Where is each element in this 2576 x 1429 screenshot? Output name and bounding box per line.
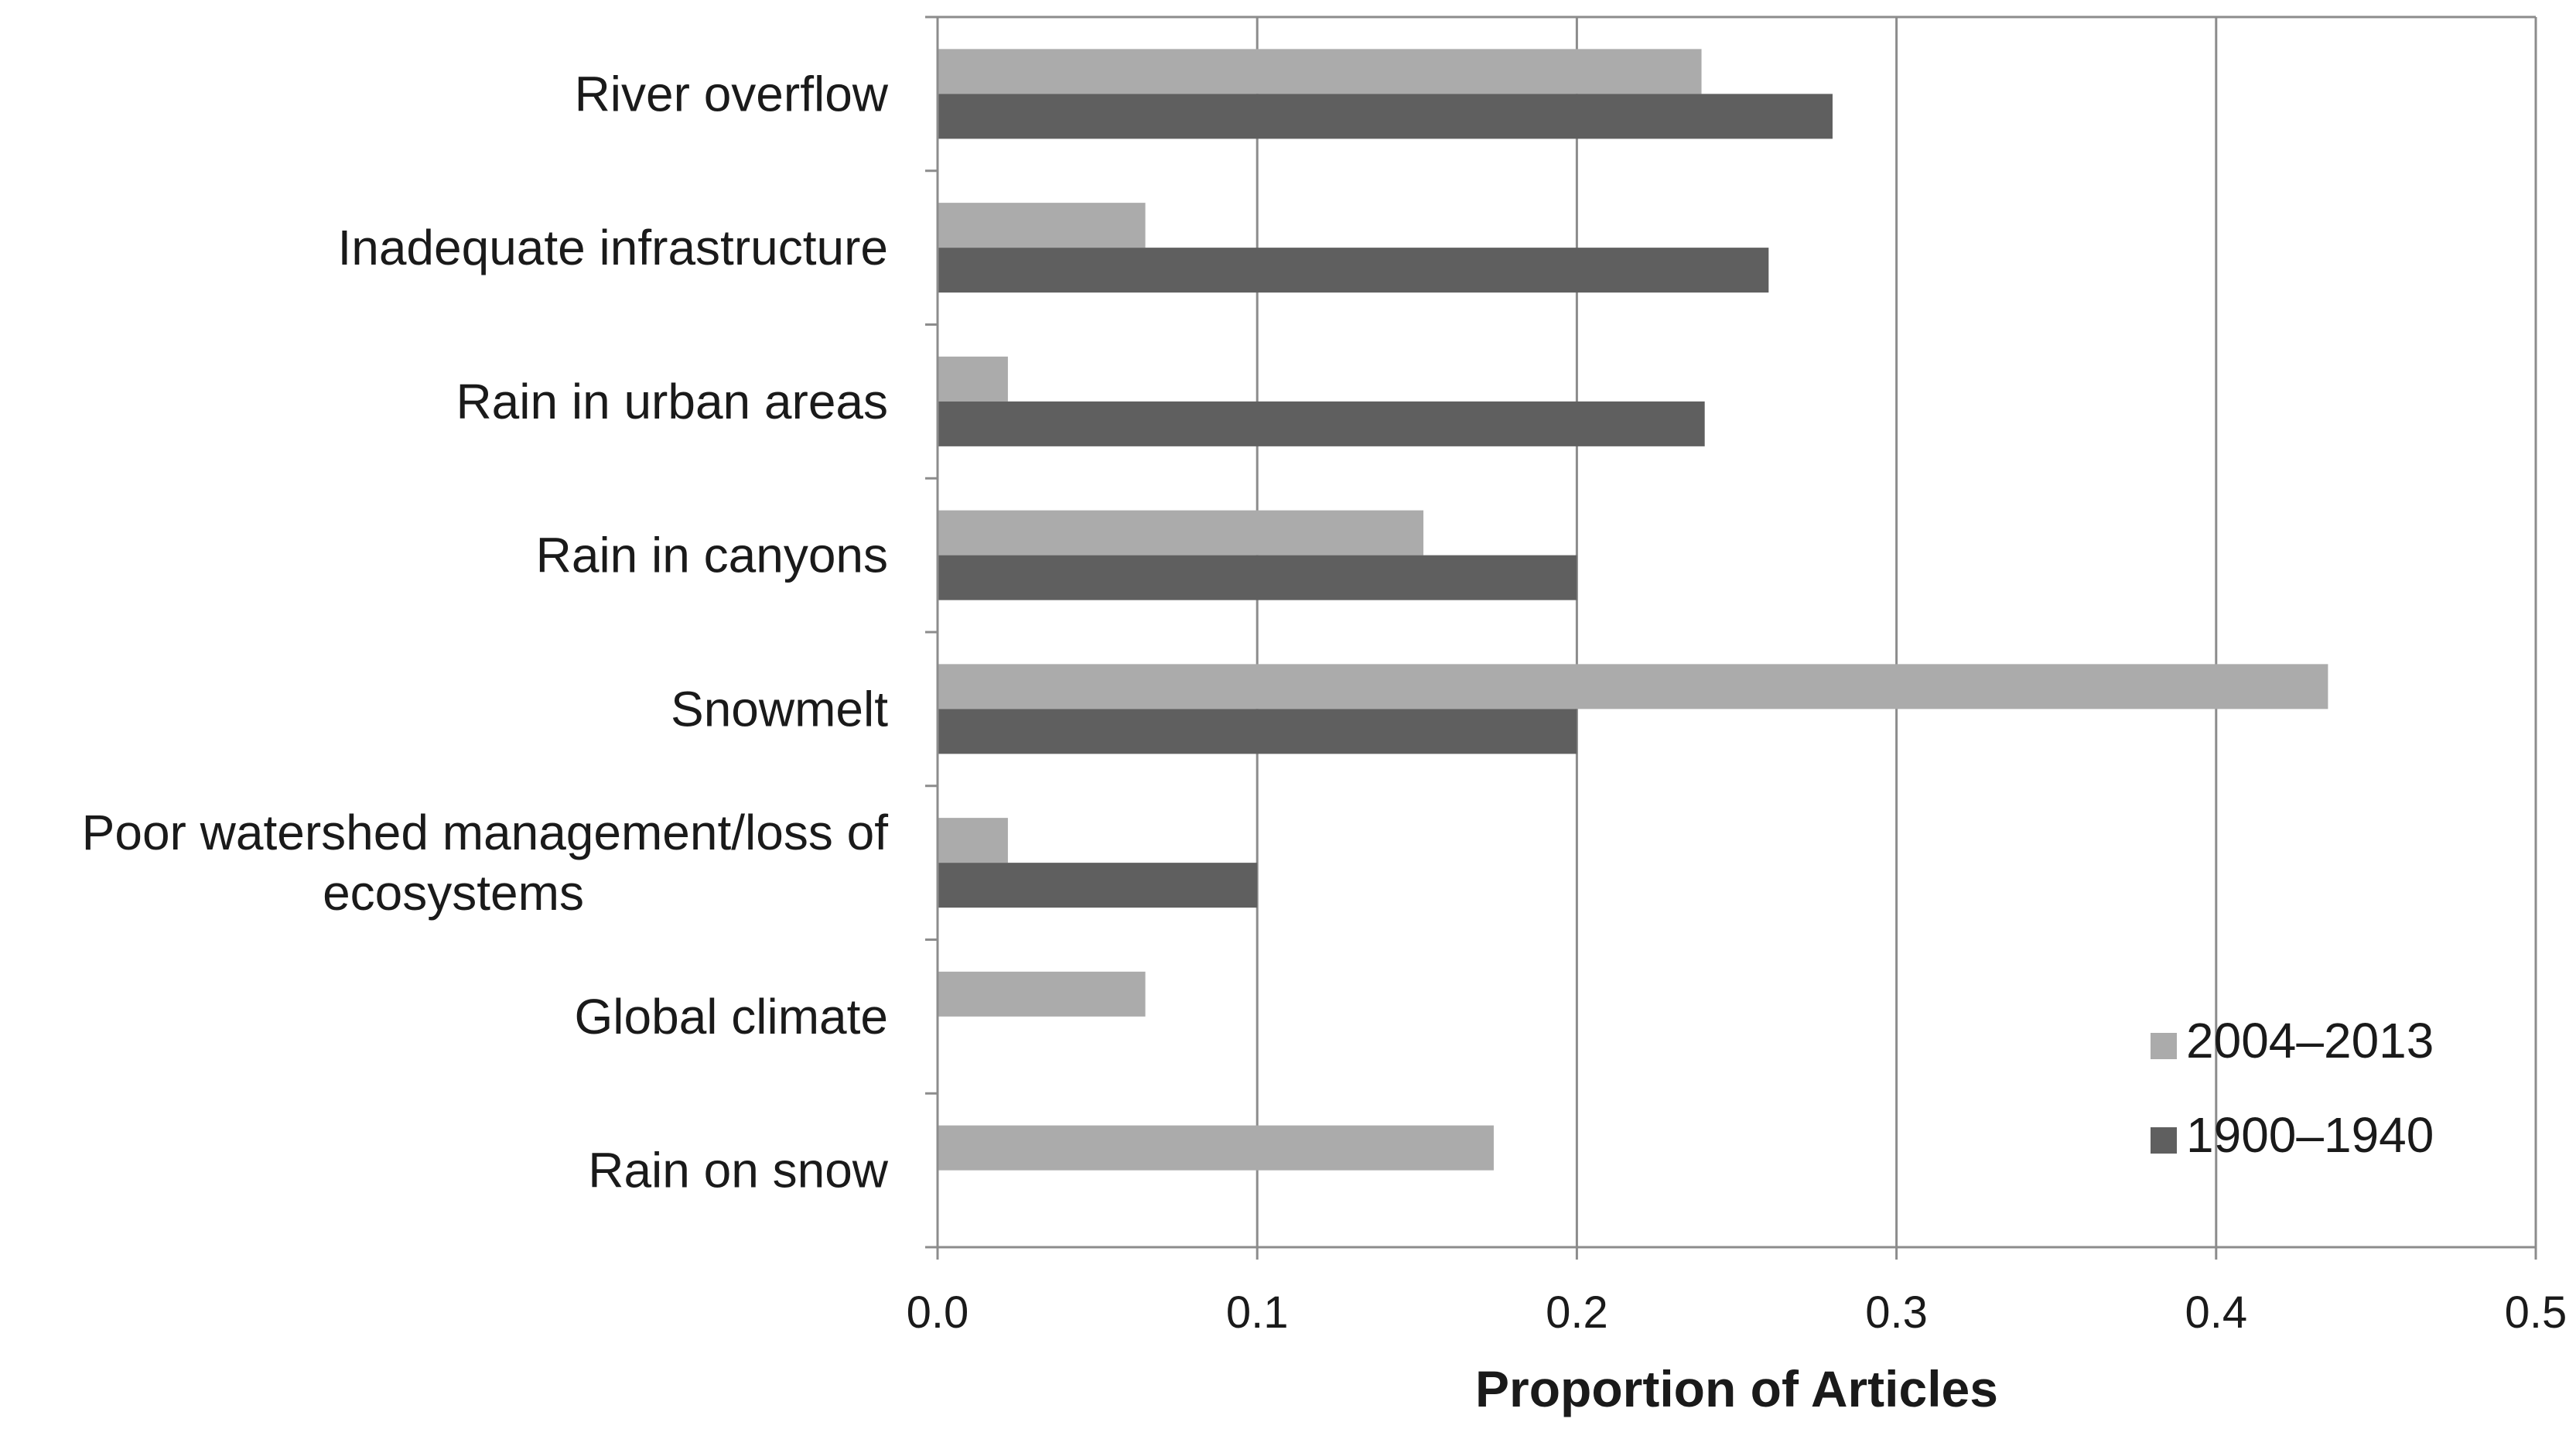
- axes: [925, 15, 2537, 1260]
- category-label-7: Rain on snow: [588, 1143, 889, 1198]
- legend: 2004–2013 1900–1940: [2151, 1013, 2434, 1163]
- category-label-2: Rain in urban areas: [456, 374, 888, 429]
- bar-series-0-cat-7: [938, 1125, 1494, 1171]
- bar-series-1-cat-5: [938, 863, 1258, 908]
- x-tick-label-3: 0.3: [1865, 1287, 1928, 1338]
- category-label-1: Inadequate infrastructure: [337, 220, 888, 275]
- bars: [938, 49, 2328, 1171]
- bar-series-0-cat-0: [938, 49, 1702, 94]
- x-tick-labels: 0.0 0.1 0.2 0.3 0.4 0.5: [907, 1287, 2567, 1338]
- legend-swatch-1: [2151, 1127, 2177, 1154]
- bar-series-0-cat-3: [938, 510, 1424, 556]
- bar-series-0-cat-5: [938, 818, 1008, 863]
- bar-series-0-cat-6: [938, 971, 1146, 1017]
- x-tick-label-0: 0.0: [907, 1287, 969, 1338]
- category-label-3: Rain in canyons: [536, 528, 888, 583]
- x-tick-label-2: 0.2: [1546, 1287, 1608, 1338]
- x-axis-title: Proportion of Articles: [1475, 1360, 1998, 1417]
- category-label-4: Snowmelt: [671, 681, 888, 737]
- category-label-0: River overflow: [575, 66, 889, 121]
- category-label-6: Global climate: [575, 989, 889, 1044]
- bar-series-0-cat-2: [938, 356, 1008, 402]
- category-label-5-line-1: ecosystems: [323, 865, 584, 921]
- category-labels: River overflow Inadequate infrastructure R…: [82, 66, 889, 1198]
- legend-label-1: 1900–1940: [2186, 1107, 2434, 1163]
- bar-series-0-cat-4: [938, 664, 2328, 709]
- legend-label-0: 2004–2013: [2186, 1013, 2434, 1068]
- legend-swatch-0: [2151, 1033, 2177, 1059]
- x-tick-label-5: 0.5: [2505, 1287, 2567, 1338]
- bar-series-0-cat-1: [938, 203, 1146, 248]
- x-tick-label-1: 0.1: [1226, 1287, 1289, 1338]
- bar-series-1-cat-3: [938, 555, 1577, 600]
- bar-series-1-cat-0: [938, 94, 1833, 139]
- category-label-5: Poor watershed management/loss of ecosyst…: [82, 805, 889, 921]
- category-label-5-line-0: Poor watershed management/loss of: [82, 805, 889, 860]
- bar-series-1-cat-4: [938, 709, 1577, 754]
- bar-series-1-cat-2: [938, 401, 1705, 446]
- x-tick-label-4: 0.4: [2185, 1287, 2247, 1338]
- bar-series-1-cat-1: [938, 248, 1769, 293]
